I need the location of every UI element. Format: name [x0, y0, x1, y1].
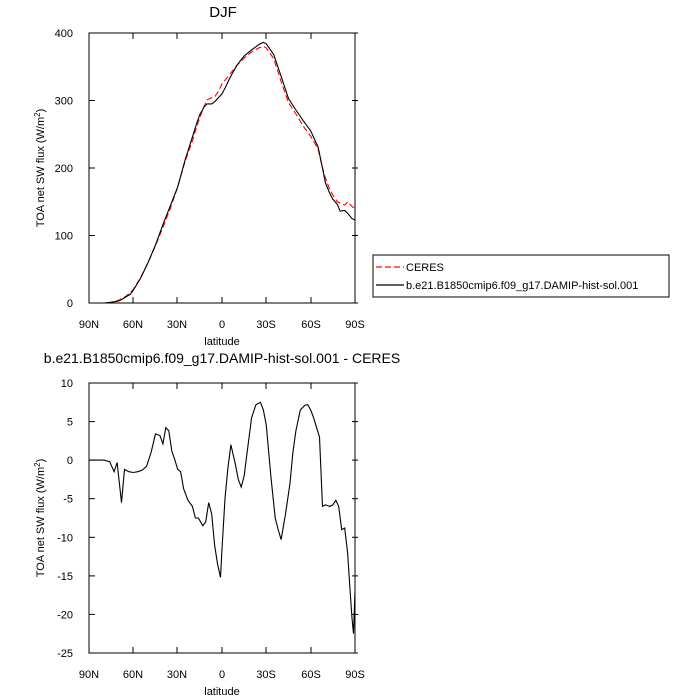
bottom-y-tick-label: -20	[57, 609, 73, 621]
top-y-tick-label: 300	[55, 96, 73, 108]
top-y-tick-label: 200	[55, 163, 73, 175]
top-plot-frame	[88, 32, 356, 304]
bottom-x-tick-label: 90N	[79, 669, 99, 681]
top-x-tick-label: 90N	[79, 319, 99, 331]
legend-model-label: b.e21.B1850cmip6.f09_g17.DAMIP-hist-sol.…	[406, 280, 638, 292]
top-x-ticks	[88, 33, 356, 303]
top-chart-title: DJF	[209, 4, 237, 21]
bottom-chart-title: b.e21.B1850cmip6.f09_g17.DAMIP-hist-sol.…	[44, 350, 400, 366]
bottom-x-tick-labels: 90N 60N 30N 0 30S 60S 90S	[79, 669, 365, 681]
top-series-model-line	[89, 41, 356, 304]
bottom-y-tick-label: 10	[61, 378, 73, 390]
bottom-x-tick-label: 0	[219, 669, 225, 681]
bottom-x-tick-label: 60S	[301, 669, 321, 681]
bottom-x-axis-label: latitude	[204, 686, 239, 698]
legend-ceres-label: CERES	[406, 262, 444, 274]
top-x-tick-label: 30N	[167, 319, 187, 331]
bottom-y-tick-label: -5	[63, 494, 73, 506]
bottom-plot-frame	[88, 382, 356, 654]
top-y-tick-label: 0	[67, 298, 73, 310]
top-x-tick-label: 60N	[123, 319, 143, 331]
top-series-ceres-line	[89, 45, 356, 304]
bottom-panel: b.e21.B1850cmip6.f09_g17.DAMIP-hist-sol.…	[33, 350, 400, 698]
top-y-ticks	[89, 32, 358, 304]
top-x-tick-label: 30S	[256, 319, 276, 331]
top-panel: DJF TOA net SW flux (W/m2) 400 300 200 1…	[33, 4, 365, 348]
top-x-tick-label: 0	[219, 319, 225, 331]
bottom-y-tick-label: -25	[57, 648, 73, 660]
bottom-y-tick-label: 0	[67, 455, 73, 467]
top-y-tick-label: 100	[55, 231, 73, 243]
legend: CERES b.e21.B1850cmip6.f09_g17.DAMIP-his…	[372, 254, 670, 298]
top-x-tick-labels: 90N 60N 30N 0 30S 60S 90S	[79, 319, 365, 331]
bottom-y-tick-label: 5	[67, 417, 73, 429]
bottom-y-axis-label: TOA net SW flux (W/m2)	[33, 459, 47, 578]
top-x-axis-label: latitude	[204, 336, 239, 348]
legend-box	[372, 254, 670, 298]
top-x-tick-label: 60S	[301, 319, 321, 331]
bottom-y-tick-label: -10	[57, 532, 73, 544]
bottom-x-tick-label: 90S	[345, 669, 365, 681]
top-y-axis-label: TOA net SW flux (W/m2)	[33, 109, 47, 228]
top-y-tick-labels: 400 300 200 100 0	[55, 28, 73, 310]
bottom-x-tick-label: 60N	[123, 669, 143, 681]
bottom-x-tick-label: 30S	[256, 669, 276, 681]
bottom-y-tick-labels: 10 5 0 -5 -10 -15 -20 -25	[57, 378, 73, 660]
bottom-series-difference-line	[89, 401, 356, 634]
bottom-y-tick-label: -15	[57, 571, 73, 583]
top-y-tick-label: 400	[55, 28, 73, 40]
top-x-tick-label: 90S	[345, 319, 365, 331]
bottom-x-tick-label: 30N	[167, 669, 187, 681]
